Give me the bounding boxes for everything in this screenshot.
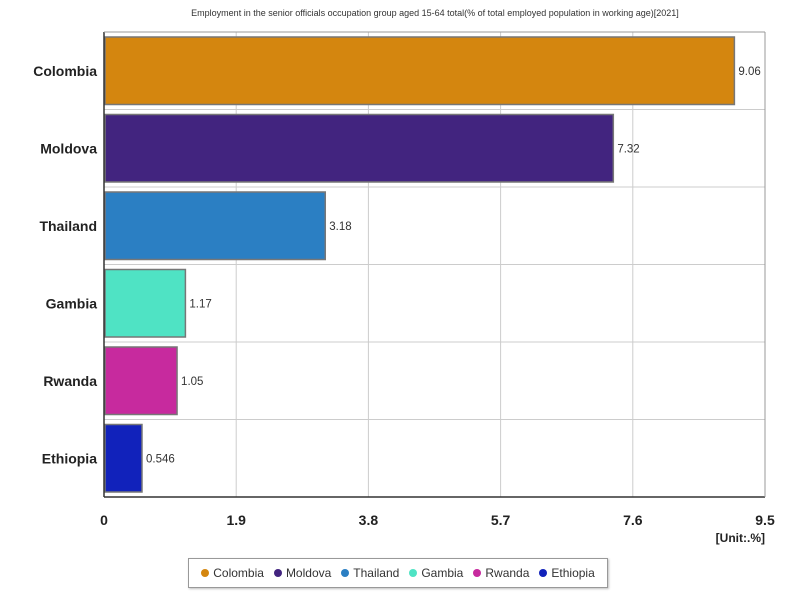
legend-swatch — [539, 569, 548, 577]
category-label-moldova: Moldova — [40, 140, 97, 156]
legend: Colombia Moldova Thailand Gambia Rwanda Ethio… — [188, 558, 608, 588]
category-label-colombia: Colombia — [33, 63, 97, 79]
x-tick-label: 1.9 — [226, 512, 246, 528]
grid-lines — [104, 32, 766, 497]
legend-swatch — [273, 569, 282, 577]
x-tick-label: 0 — [100, 512, 108, 528]
legend-label: Thailand — [353, 566, 400, 580]
value-label-gambia: 1.17 — [189, 298, 211, 310]
legend-item-moldova[interactable]: Moldova — [273, 566, 332, 580]
legend-item-colombia[interactable]: Colombia — [201, 566, 264, 580]
legend-swatch — [409, 569, 418, 577]
bar-ethiopia — [104, 423, 143, 493]
legend-item-ethiopia[interactable]: Ethiopia — [539, 566, 595, 580]
value-label-colombia: 9.06 — [738, 66, 760, 78]
chart-title: Employment in the senior officials occup… — [191, 8, 679, 18]
value-label-thailand: 3.18 — [329, 221, 351, 233]
axes: Colombia Moldova Thailand Gambia Rwanda Ethio… — [33, 31, 775, 528]
legend-label: Ethiopia — [551, 566, 595, 580]
x-tick-label: 9.5 — [755, 512, 775, 528]
unit-label: [Unit:.%] — [716, 531, 765, 545]
x-tick-label: 7.6 — [623, 512, 643, 528]
legend-label: Gambia — [421, 566, 464, 580]
category-label-gambia: Gambia — [46, 295, 98, 311]
category-label-rwanda: Rwanda — [43, 373, 97, 389]
value-label-rwanda: 1.05 — [181, 376, 203, 388]
bar-moldova — [104, 113, 615, 183]
category-label-ethiopia: Ethiopia — [42, 450, 97, 466]
legend-swatch — [201, 569, 210, 577]
legend-item-thailand[interactable]: Thailand — [341, 566, 399, 580]
legend-label: Rwanda — [485, 566, 530, 580]
bar-rwanda — [104, 346, 178, 416]
bar-thailand — [104, 191, 327, 261]
bar-gambia — [104, 268, 187, 338]
legend-label: Colombia — [213, 566, 264, 580]
legend-label: Moldova — [285, 566, 332, 580]
legend-swatch — [341, 569, 350, 577]
legend-item-gambia[interactable]: Gambia — [409, 566, 463, 580]
bar-colombia — [104, 36, 736, 106]
bars: 9.06 7.32 3.18 1.17 1.05 0.546 — [104, 36, 761, 493]
x-tick-label: 3.8 — [359, 512, 379, 528]
x-tick-label: 5.7 — [491, 512, 511, 528]
value-label-ethiopia: 0.546 — [146, 453, 175, 465]
legend-swatch — [473, 569, 482, 577]
category-label-thailand: Thailand — [39, 218, 97, 234]
value-label-moldova: 7.32 — [617, 143, 639, 155]
legend-item-rwanda[interactable]: Rwanda — [473, 566, 529, 580]
